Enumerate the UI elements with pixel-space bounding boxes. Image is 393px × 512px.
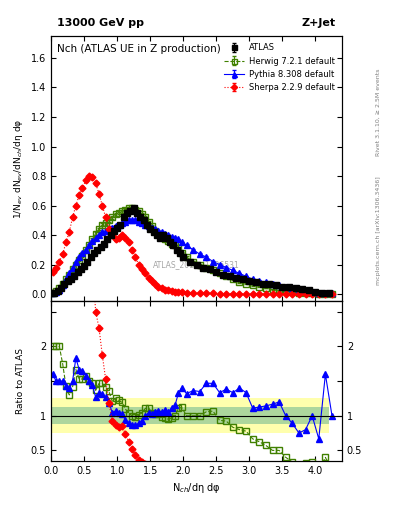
Text: ATLAS_2019_I1736531: ATLAS_2019_I1736531: [153, 261, 240, 269]
Legend: ATLAS, Herwig 7.2.1 default, Pythia 8.308 default, Sherpa 2.2.9 default: ATLAS, Herwig 7.2.1 default, Pythia 8.30…: [220, 40, 338, 95]
Y-axis label: Ratio to ATLAS: Ratio to ATLAS: [16, 348, 25, 414]
Y-axis label: 1/N$_{ev}$ dN$_{ev}$/dN$_{ch}$/dη dφ: 1/N$_{ev}$ dN$_{ev}$/dN$_{ch}$/dη dφ: [12, 118, 25, 219]
Text: Rivet 3.1.10, ≥ 2.5M events: Rivet 3.1.10, ≥ 2.5M events: [376, 69, 381, 156]
Text: 13000 GeV pp: 13000 GeV pp: [57, 18, 144, 28]
Text: mcplots.cern.ch [arXiv:1306.3436]: mcplots.cern.ch [arXiv:1306.3436]: [376, 176, 381, 285]
Text: Z+Jet: Z+Jet: [302, 18, 336, 28]
Text: Nch (ATLAS UE in Z production): Nch (ATLAS UE in Z production): [57, 44, 220, 54]
X-axis label: N$_{ch}$/dη dφ: N$_{ch}$/dη dφ: [172, 481, 221, 495]
